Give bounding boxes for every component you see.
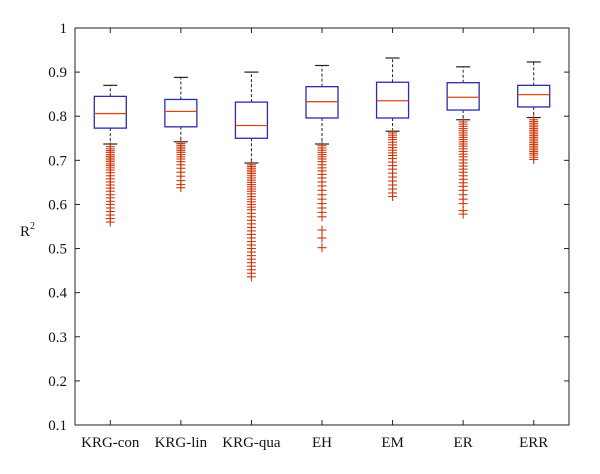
y-axis-label: R2 — [20, 221, 35, 240]
box-krg-lin — [164, 76, 198, 193]
y-tick-label: 0.9 — [48, 65, 67, 81]
x-category-label: KRG-con — [81, 435, 140, 451]
x-category-label: EM — [381, 435, 404, 451]
y-tick-label: 0.6 — [48, 197, 67, 213]
box-krg-qua — [234, 71, 269, 282]
box-err — [517, 61, 551, 164]
y-axis-label-superscript: 2 — [30, 221, 35, 232]
interquartile-box — [446, 82, 480, 111]
outlier-marker — [317, 225, 327, 235]
box-krg-con — [93, 84, 127, 227]
y-tick-label: 0.7 — [48, 153, 67, 169]
outlier-marker — [317, 243, 327, 253]
outlier-marker — [105, 217, 115, 227]
x-category-label: ERR — [519, 435, 548, 451]
x-category-label: KRG-lin — [155, 435, 208, 451]
y-tick-label: 0.1 — [48, 418, 67, 434]
outlier-marker — [246, 272, 256, 282]
interquartile-box — [517, 84, 551, 108]
y-tick-label: 0.4 — [48, 286, 67, 302]
y-axis-label-text: R — [20, 224, 30, 240]
outlier-marker — [388, 192, 398, 202]
y-axis-ticks: 0.1 0.2 0.3 0.4 0.5 0.6 0.7 0.8 0.9 1 — [48, 21, 569, 434]
interquartile-box — [305, 86, 339, 119]
interquartile-box — [375, 81, 410, 119]
box-em — [375, 57, 410, 202]
outlier-marker — [458, 209, 468, 219]
x-category-label: EH — [312, 435, 332, 451]
outlier-marker — [317, 212, 327, 222]
outlier-marker — [176, 183, 186, 193]
y-tick-label: 0.8 — [48, 109, 67, 125]
y-tick-label: 1 — [60, 21, 68, 37]
box-er — [446, 66, 480, 219]
interquartile-box — [93, 95, 127, 129]
y-tick-label: 0.5 — [48, 242, 67, 258]
y-tick-label: 0.2 — [48, 374, 67, 390]
interquartile-box — [234, 101, 269, 139]
x-axis-ticks: KRG-con KRG-lin KRG-qua EH EM ER ERR — [81, 28, 548, 451]
x-category-label: KRG-qua — [222, 435, 281, 451]
x-category-label: ER — [454, 435, 473, 451]
outlier-marker — [317, 233, 327, 243]
box-eh — [305, 64, 339, 253]
box-series — [93, 57, 551, 282]
y-tick-label: 0.3 — [48, 330, 67, 346]
interquartile-box — [164, 98, 198, 128]
outlier-marker — [529, 154, 539, 164]
